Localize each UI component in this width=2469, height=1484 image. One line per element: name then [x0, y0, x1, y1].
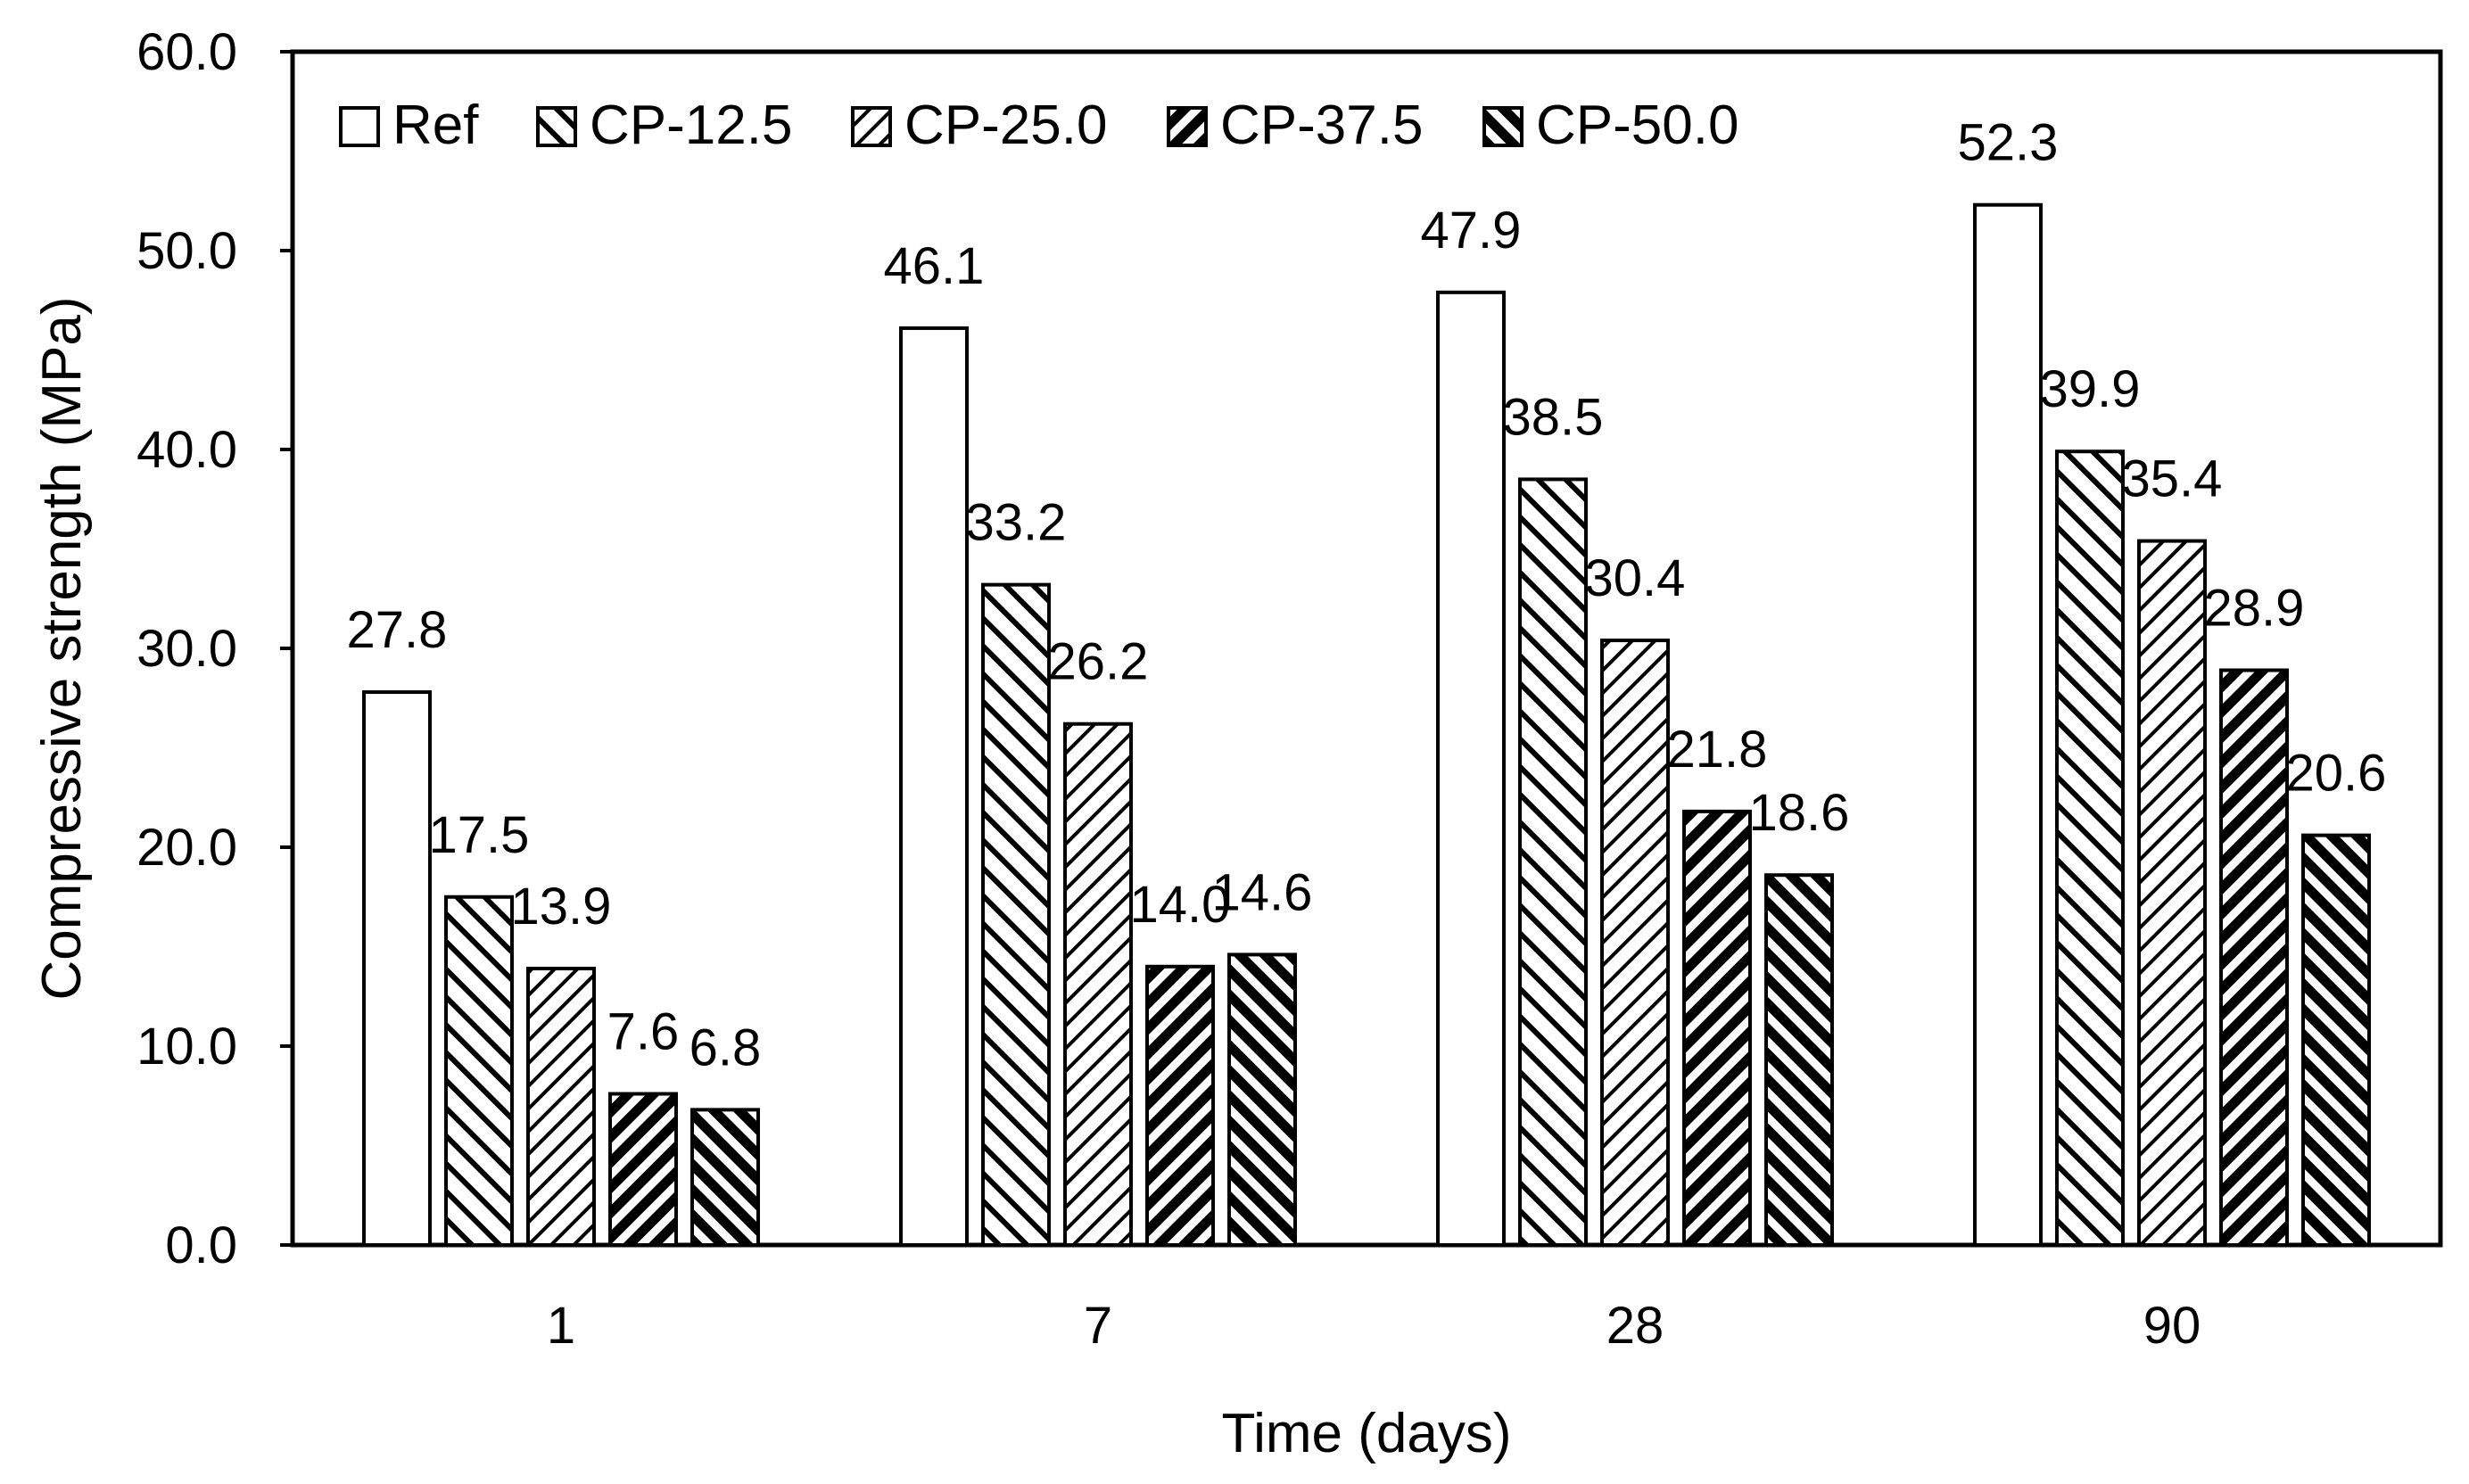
- bar-cp-25-0-day-7: [1063, 721, 1133, 1247]
- bar-cp-37-5-day-7: [1145, 964, 1215, 1248]
- data-label: 14.0: [1130, 876, 1231, 934]
- bar-ref-day-1: [362, 690, 432, 1247]
- data-label: 6.8: [690, 1018, 762, 1076]
- legend-swatch: [1167, 106, 1208, 147]
- y-tick-label: 10.0: [136, 1018, 237, 1076]
- legend-swatch: [1482, 106, 1524, 147]
- data-label: 30.4: [1585, 549, 1686, 607]
- legend-label: CP-12.5: [590, 95, 792, 156]
- bar-ref-day-28: [1436, 290, 1506, 1248]
- data-label: 26.2: [1048, 633, 1149, 691]
- x-axis-title: Time (days): [1222, 1403, 1512, 1464]
- legend-swatch: [339, 106, 380, 147]
- legend-label: CP-50.0: [1536, 95, 1738, 156]
- x-tick-label: 7: [1084, 1297, 1112, 1355]
- x-tick-label: 90: [2143, 1297, 2201, 1355]
- data-label: 21.8: [1667, 721, 1768, 779]
- bar-ref-day-7: [899, 326, 969, 1248]
- data-label: 35.4: [2122, 450, 2223, 508]
- bar-cp-25-0-day-1: [526, 967, 596, 1248]
- bar-cp-37-5-day-1: [608, 1092, 678, 1248]
- data-label: 52.3: [1958, 114, 2059, 172]
- y-tick-label: 40.0: [136, 421, 237, 479]
- bar-cp-50-0-day-90: [2301, 833, 2371, 1247]
- legend: Ref CP-12.5 CP-25.0 CP-37.5 CP-50.0: [339, 95, 1738, 156]
- y-axis-ticks: 0.0 10.0 20.0 30.0 40.0 50.0 60.0: [136, 23, 293, 1274]
- legend-swatch: [536, 106, 577, 147]
- bar-cp-12-5-day-1: [444, 895, 514, 1247]
- bar-cp-50-0-day-28: [1764, 873, 1834, 1247]
- data-label: 47.9: [1421, 202, 1522, 260]
- data-label: 14.6: [1212, 863, 1313, 921]
- data-labels-group: 27.8 46.1 47.9 52.3 17.5 33.2 38.5 39.9 13.9 26.2…: [347, 114, 2387, 1077]
- bar-cp-50-0-day-1: [690, 1108, 760, 1247]
- bar-cp-12-5-day-28: [1518, 477, 1588, 1247]
- y-tick-label: 0.0: [165, 1216, 237, 1274]
- bar-cp-12-5-day-90: [2055, 449, 2125, 1248]
- y-tick-label: 20.0: [136, 819, 237, 877]
- y-axis-title: Compressive strength (MPa): [31, 296, 93, 1000]
- x-tick-label: 1: [547, 1297, 575, 1355]
- bar-cp-37-5-day-90: [2219, 668, 2289, 1247]
- data-label: 18.6: [1749, 784, 1850, 842]
- data-label: 46.1: [884, 237, 985, 295]
- data-label: 38.5: [1503, 388, 1604, 446]
- bar-cp-25-0-day-28: [1600, 639, 1670, 1247]
- legend-label: CP-25.0: [904, 95, 1107, 156]
- data-label: 17.5: [429, 806, 530, 864]
- bar-cp-25-0-day-90: [2137, 539, 2207, 1247]
- bars-group: [362, 202, 2371, 1248]
- data-label: 28.9: [2204, 580, 2305, 638]
- legend-swatch: [851, 106, 892, 147]
- bar-cp-50-0-day-7: [1227, 952, 1297, 1248]
- data-label: 27.8: [347, 601, 448, 659]
- legend-label: CP-37.5: [1220, 95, 1423, 156]
- legend-label: Ref: [392, 95, 479, 156]
- bar-cp-12-5-day-7: [981, 582, 1051, 1247]
- data-label: 20.6: [2286, 745, 2387, 803]
- y-tick-label: 60.0: [136, 23, 237, 81]
- data-label: 7.6: [607, 1003, 680, 1061]
- bar-ref-day-90: [1973, 202, 2043, 1248]
- data-label: 13.9: [511, 878, 612, 936]
- x-axis-ticks: 1 7 28 90: [547, 1297, 2201, 1355]
- y-tick-label: 30.0: [136, 620, 237, 678]
- data-label: 33.2: [966, 494, 1067, 552]
- bar-cp-37-5-day-28: [1682, 809, 1752, 1247]
- x-tick-label: 28: [1606, 1297, 1664, 1355]
- data-label: 39.9: [2040, 360, 2141, 418]
- y-tick-label: 50.0: [136, 222, 237, 280]
